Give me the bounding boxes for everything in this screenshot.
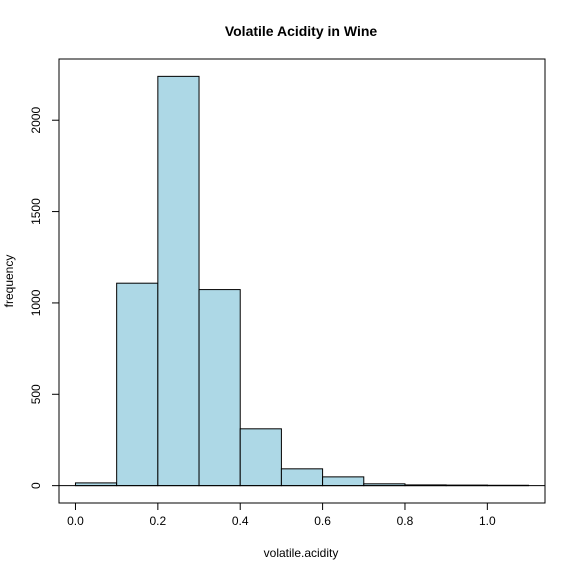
y-tick-label: 1000 bbox=[29, 289, 43, 316]
x-tick-label: 1.0 bbox=[479, 514, 496, 528]
x-tick-label: 0.4 bbox=[232, 514, 249, 528]
y-tick-label: 0 bbox=[29, 482, 43, 489]
plot-frame bbox=[58, 58, 546, 504]
chart-title: Volatile Acidity in Wine bbox=[225, 23, 378, 39]
y-tick-label: 500 bbox=[29, 384, 43, 404]
y-tick-label: 1500 bbox=[29, 198, 43, 225]
x-tick-label: 0.6 bbox=[314, 514, 331, 528]
histogram-bar-5 bbox=[280, 468, 324, 487]
x-axis-label: volatile.acidity bbox=[264, 546, 339, 560]
y-axis-label: frequency bbox=[2, 255, 16, 308]
histogram-bar-1 bbox=[116, 282, 159, 487]
y-axis: 0 500 1000 1500 2000 bbox=[29, 107, 59, 489]
x-tick-label: 0.8 bbox=[397, 514, 414, 528]
histogram-bar-6 bbox=[322, 476, 365, 487]
x-tick-label: 0.2 bbox=[150, 514, 167, 528]
histogram-bar-4 bbox=[239, 428, 282, 487]
bars-group bbox=[74, 75, 530, 487]
histogram-bar-3 bbox=[198, 289, 241, 487]
histogram-bar-2 bbox=[157, 75, 200, 487]
x-tick-label: 0.0 bbox=[67, 514, 84, 528]
y-tick-label: 2000 bbox=[29, 107, 43, 134]
x-axis: 0.0 0.2 0.4 0.6 0.8 1.0 bbox=[67, 503, 496, 528]
